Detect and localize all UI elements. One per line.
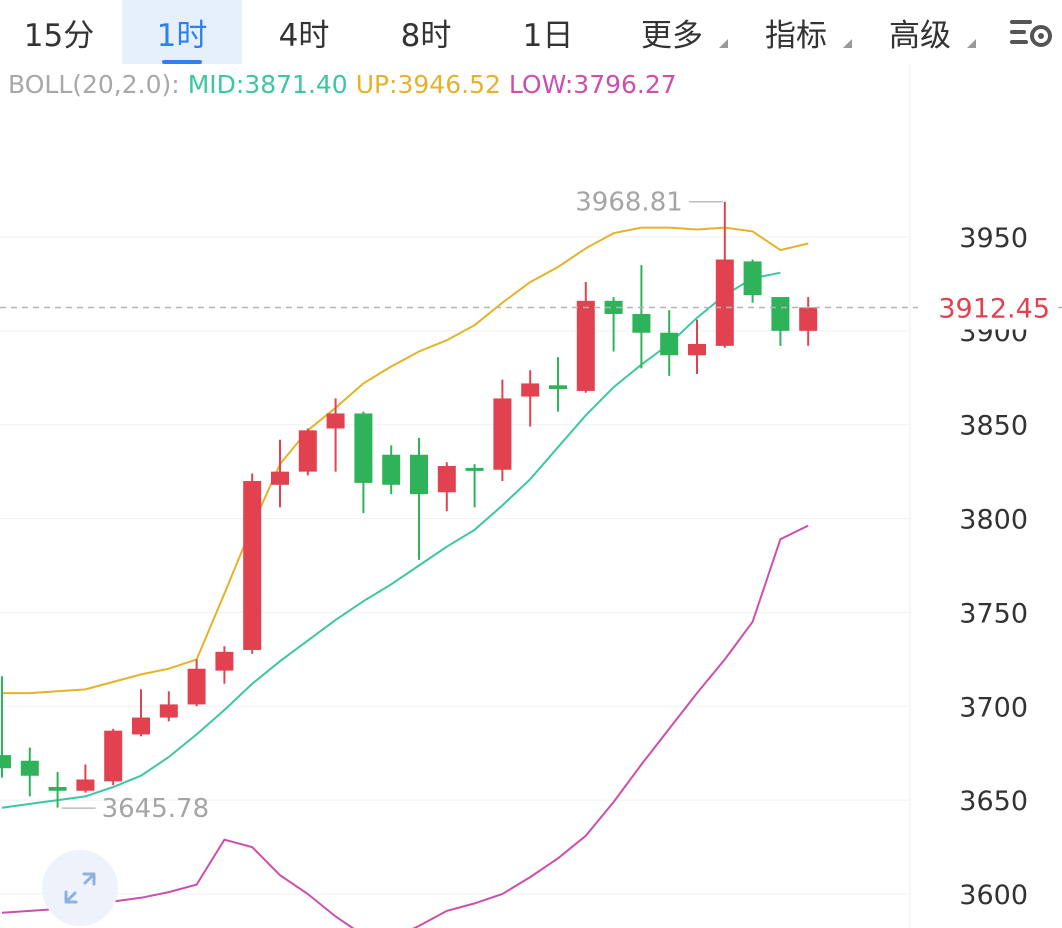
boll-legend: BOLL(20,2.0): MID:3871.40 UP:3946.52 LOW:37… xyxy=(8,70,685,99)
candle-up-body xyxy=(76,779,95,791)
candle-up-body xyxy=(799,307,818,331)
y-axis-tick-label: 3850 xyxy=(959,411,1028,442)
candle-down-body xyxy=(20,760,39,776)
tab-4hour[interactable]: 4时 xyxy=(244,0,364,64)
timeframe-tab-bar: 15分 1时 4时 8时 1日 更多 指标 高级 xyxy=(0,0,1062,64)
tab-more[interactable]: 更多 xyxy=(614,0,730,64)
dropdown-triangle-icon xyxy=(843,39,852,48)
candle-up-body xyxy=(132,717,150,735)
candle-down-body xyxy=(743,261,762,296)
tab-indicators-label: 指标 xyxy=(765,17,827,54)
candle-up-body xyxy=(688,343,706,356)
y-axis-tick-label: 3750 xyxy=(959,598,1028,629)
boll-low-value: LOW:3796.27 xyxy=(508,70,677,99)
candle-down-body xyxy=(771,297,790,331)
current-price-label: 3912.45 xyxy=(938,293,1050,324)
tab-1day-label: 1日 xyxy=(522,17,574,54)
candle-down-body xyxy=(354,413,373,483)
tab-1day[interactable]: 1日 xyxy=(488,0,608,64)
candlestick-chart[interactable]: 395039003850380037503700365036003912.453… xyxy=(0,64,1062,928)
y-axis-tick-label: 3950 xyxy=(959,223,1028,254)
boll-mid-band xyxy=(1,271,781,809)
candle-up-body xyxy=(187,668,206,705)
y-axis-tick-label: 3700 xyxy=(959,692,1028,723)
dropdown-triangle-icon xyxy=(967,39,976,48)
tab-8hour-label: 8时 xyxy=(400,17,452,54)
candle-down-body xyxy=(0,755,11,769)
tab-more-label: 更多 xyxy=(641,17,703,54)
tab-1hour[interactable]: 1时 xyxy=(122,0,242,64)
candle-down-body xyxy=(382,454,401,485)
candle-up-body xyxy=(298,430,317,472)
candle-up-body xyxy=(104,730,123,782)
boll-indicator-name: BOLL(20,2.0): xyxy=(8,70,180,99)
boll-lower-band xyxy=(1,524,809,928)
candle-up-body xyxy=(437,466,456,493)
candle-up-body xyxy=(715,259,734,346)
y-axis-tick-label: 3800 xyxy=(959,505,1028,536)
tab-1hour-label: 1时 xyxy=(156,17,208,54)
current-price-box xyxy=(918,285,1058,330)
candle-up-body xyxy=(493,398,512,470)
candle-down-body xyxy=(410,454,428,495)
tab-4hour-label: 4时 xyxy=(278,17,330,54)
candle-up-body xyxy=(521,383,540,397)
candle-down-body xyxy=(632,313,651,333)
tab-advanced-label: 高级 xyxy=(889,17,951,54)
dropdown-triangle-icon xyxy=(719,39,728,48)
candle-down-body xyxy=(660,332,679,356)
candle-down-body xyxy=(48,787,67,791)
settings-button[interactable] xyxy=(1006,0,1056,64)
y-axis-tick-label: 3650 xyxy=(959,786,1028,817)
tab-15min[interactable]: 15分 xyxy=(0,0,118,64)
candle-up-body xyxy=(215,651,234,671)
tab-advanced[interactable]: 高级 xyxy=(862,0,978,64)
candle-down-body xyxy=(465,467,484,471)
expand-chart-button[interactable] xyxy=(42,850,118,926)
candle-down-body xyxy=(604,300,623,314)
tab-indicators[interactable]: 指标 xyxy=(738,0,854,64)
tab-8hour[interactable]: 8时 xyxy=(366,0,486,64)
candle-up-body xyxy=(159,704,178,718)
boll-mid-value: MID:3871.40 xyxy=(187,70,348,99)
candle-up-body xyxy=(271,471,289,485)
high-annotation-label: 3968.81 xyxy=(575,188,683,218)
boll-up-value: UP:3946.52 xyxy=(355,70,501,99)
candle-up-body xyxy=(576,300,595,391)
candle-down-body xyxy=(549,385,567,390)
expand-icon xyxy=(64,872,96,904)
tab-15min-label: 15分 xyxy=(23,17,95,54)
candle-up-body xyxy=(326,413,345,429)
y-axis-tick-label: 3600 xyxy=(959,880,1028,911)
boll-upper-band xyxy=(2,226,809,695)
low-annotation-label: 3645.78 xyxy=(102,794,210,824)
candle-up-body xyxy=(243,481,262,650)
settings-icon xyxy=(1010,20,1052,47)
